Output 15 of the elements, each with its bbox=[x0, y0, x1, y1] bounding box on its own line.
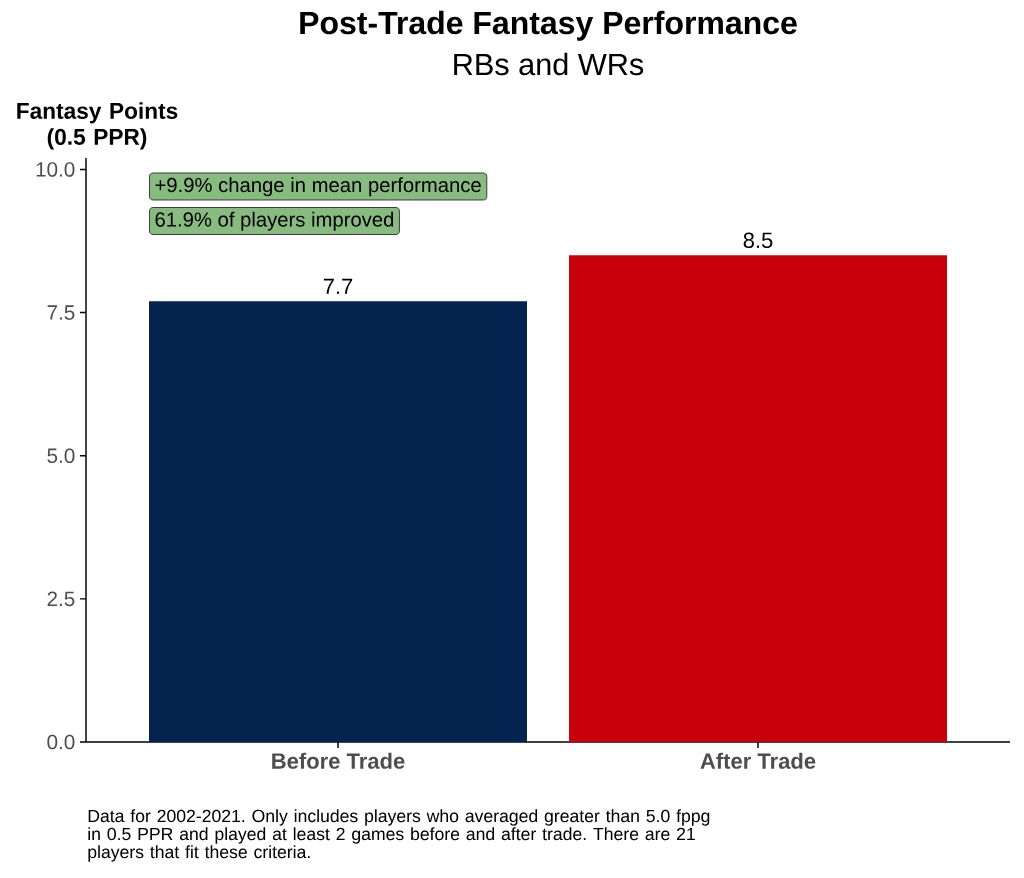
data-label: 8.5 bbox=[743, 232, 773, 249]
y-axis-title: Fantasy Points (0.5 PPR) bbox=[17, 102, 178, 150]
annotation: +9.9% change in mean performance bbox=[155, 177, 481, 197]
chart-title: Post-Trade Fantasy Performance bbox=[300, 10, 797, 41]
y-tick-label: 0.0 bbox=[47, 734, 75, 750]
chart-subtitle: RBs and WRs bbox=[454, 52, 644, 76]
y-tick-label: 7.5 bbox=[47, 305, 75, 320]
y-tick-label: 2.5 bbox=[47, 591, 75, 607]
y-tick-label: 5.0 bbox=[47, 448, 75, 464]
x-tick-label: After Trade bbox=[700, 752, 816, 769]
annotation: 61.9% of players improved bbox=[155, 211, 394, 231]
text: Data for 2002-2021. Only includes players who averaged greater than 5.0 fppg in 0.5 PPR and played at least 2 games before and after trade. There are 21 players that fit these criteria. bbox=[88, 809, 710, 862]
y-tick-label: 10.0 bbox=[36, 162, 75, 177]
x-tick-label: Before Trade bbox=[272, 752, 405, 769]
data-label: 7.7 bbox=[323, 278, 353, 294]
